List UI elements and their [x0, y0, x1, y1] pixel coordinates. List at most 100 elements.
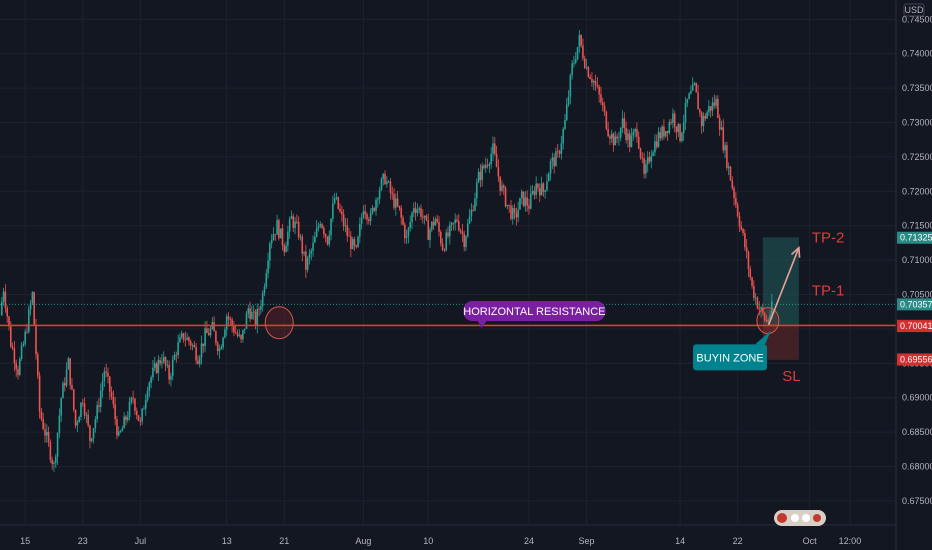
candle-body	[571, 63, 573, 76]
candle-body	[344, 225, 347, 227]
trade-zones	[762, 237, 799, 360]
candle-body	[233, 325, 235, 333]
candle-body	[274, 234, 277, 235]
candle-body	[67, 358, 70, 370]
candle-body	[58, 415, 61, 434]
price-tag-label: 0.70357	[900, 299, 932, 309]
candle-body	[744, 233, 746, 248]
candle-body	[283, 245, 286, 253]
candle-body	[13, 348, 16, 364]
x-tick-label: Aug	[355, 536, 371, 546]
candle-body	[317, 226, 320, 229]
candle-body	[592, 80, 595, 83]
candle-body	[506, 204, 509, 207]
candle-body	[583, 58, 586, 68]
candle-body	[324, 234, 327, 237]
candle-body	[722, 127, 725, 151]
candle-body	[463, 234, 465, 247]
candle-body	[279, 228, 282, 239]
candle-body	[265, 273, 268, 287]
candle-body	[85, 414, 88, 416]
candle-body	[125, 416, 127, 421]
candle-body	[112, 396, 115, 405]
candle-body	[411, 212, 413, 223]
candle-body	[101, 381, 104, 391]
candle-body	[630, 135, 633, 147]
candle-body	[207, 332, 210, 336]
candle-body	[238, 334, 241, 336]
candle-body	[47, 431, 50, 443]
candle-body	[146, 391, 149, 400]
candle-body	[733, 188, 735, 199]
price-axis[interactable]: 0.74500 0.74000 0.73500 0.73000 0.72500 0.720…	[902, 14, 932, 506]
candle-body	[384, 173, 386, 185]
candle-body	[236, 332, 239, 336]
candle-body	[108, 376, 111, 392]
candle-body	[305, 251, 307, 270]
candle-body	[511, 208, 514, 219]
candle-body	[409, 222, 412, 228]
candle-body	[153, 363, 156, 368]
candle-body	[20, 345, 23, 359]
candle-body	[276, 220, 278, 235]
candle-body	[666, 131, 669, 133]
candle-body	[341, 211, 343, 215]
candle-body	[558, 151, 561, 154]
candle-body	[438, 221, 440, 232]
candle-body	[128, 401, 131, 418]
candle-body	[673, 113, 676, 127]
candle-body	[468, 216, 471, 224]
candle-body	[533, 191, 536, 195]
sl-label: SL	[782, 368, 800, 385]
candle-body	[729, 166, 732, 181]
candle-body	[425, 215, 428, 221]
candle-body	[537, 183, 539, 189]
candle-body	[405, 236, 408, 239]
candle-body	[731, 180, 734, 189]
candle-body	[123, 416, 125, 429]
tp2-label: TP-2	[812, 229, 845, 246]
candle-body	[76, 422, 79, 426]
resistance-touch-circle	[264, 306, 294, 340]
candle-body	[256, 308, 259, 327]
candle-body	[314, 236, 316, 243]
candle-body	[42, 419, 44, 430]
candle-body	[63, 383, 66, 386]
candle-body	[459, 230, 462, 232]
candle-body	[29, 303, 32, 310]
candle-body	[22, 343, 25, 346]
candle-body	[171, 359, 174, 376]
candle-body	[718, 117, 721, 130]
candle-body	[607, 128, 609, 137]
candle-body	[166, 364, 169, 366]
buy-zone-circle	[756, 307, 780, 335]
candle-body	[682, 122, 685, 133]
candle-body	[414, 208, 417, 213]
candle-body	[26, 331, 28, 333]
candle-body	[603, 105, 606, 112]
candle-body	[92, 428, 95, 439]
candle-body	[600, 94, 602, 103]
candle-body	[287, 231, 289, 246]
candle-body	[591, 79, 593, 83]
candle-body	[184, 339, 187, 341]
candle-body	[448, 225, 451, 237]
candle-body	[333, 198, 336, 204]
candle-body	[315, 228, 318, 237]
candle-body	[54, 456, 57, 463]
x-tick-label: 14	[675, 536, 685, 546]
candle-body	[580, 34, 582, 46]
candle-body	[472, 209, 474, 211]
candle-body	[589, 76, 591, 80]
candle-body	[247, 308, 250, 314]
candle-body	[371, 207, 374, 213]
time-axis[interactable]: 15 23 Jul 13 21 Aug 10 24 Sep 14 22 Oct 12:00	[20, 536, 861, 546]
candle-body	[27, 309, 30, 332]
candle-body	[724, 145, 726, 151]
candle-body	[747, 251, 750, 270]
candle-body	[243, 328, 246, 331]
candle-body	[452, 222, 455, 224]
candle-body	[769, 315, 771, 320]
candle-body	[664, 131, 667, 137]
